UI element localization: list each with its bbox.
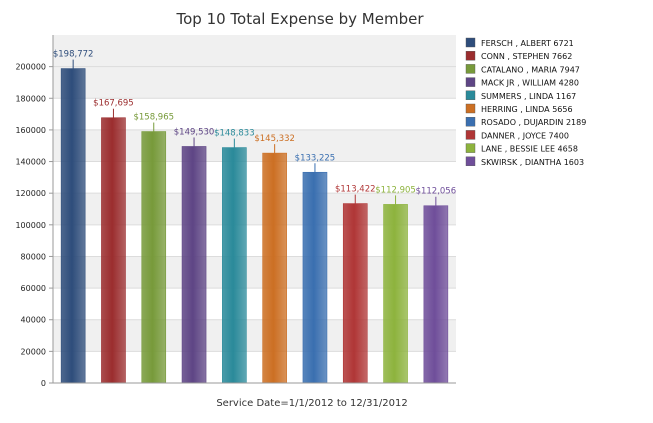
data-labels: $198,772 $167,695 $158,965$149,530 $148,833… bbox=[53, 50, 456, 206]
y-tick-label: 160000 bbox=[15, 126, 46, 135]
bar bbox=[262, 152, 287, 384]
legend-label: CATALANO , MARIA 7947 bbox=[481, 65, 580, 74]
data-label: $133,225 bbox=[295, 153, 336, 163]
bar bbox=[302, 171, 328, 384]
y-tick-label: 100000 bbox=[15, 221, 46, 230]
bar bbox=[383, 204, 408, 384]
bars bbox=[60, 68, 449, 384]
legend-label: SKWIRSK , DIANTHA 1603 bbox=[481, 158, 584, 167]
data-label: $112,905 bbox=[375, 185, 416, 195]
data-label: $145,332 bbox=[254, 134, 295, 144]
y-tick-label: 60000 bbox=[21, 284, 46, 293]
y-tick-label: 140000 bbox=[15, 158, 46, 167]
legend-swatch bbox=[465, 64, 476, 74]
legend: FERSCH , ALBERT 6721 CONN , STEPHEN 7662 C… bbox=[465, 37, 586, 167]
legend-swatch bbox=[465, 156, 476, 167]
bar bbox=[181, 146, 207, 384]
legend-label: LANE , BESSIE LEE 4658 bbox=[481, 145, 578, 154]
legend-label: CONN , STEPHEN 7662 bbox=[481, 52, 572, 61]
legend-label: MACK JR , WILLIAM 4280 bbox=[481, 79, 579, 88]
y-tick-label: 40000 bbox=[21, 316, 46, 325]
legend-swatch bbox=[465, 90, 476, 101]
legend-label: HERRING , LINDA 5656 bbox=[481, 105, 573, 114]
y-tick-label: 80000 bbox=[21, 252, 46, 261]
grid-band bbox=[53, 35, 456, 67]
grid-band bbox=[53, 66, 456, 99]
legend-swatch bbox=[465, 77, 476, 87]
bar bbox=[342, 203, 368, 384]
y-tick-label: 20000 bbox=[21, 347, 46, 356]
legend-swatch bbox=[465, 37, 476, 48]
y-tick-label: 120000 bbox=[15, 189, 46, 198]
y-tick-label: 0 bbox=[41, 379, 46, 388]
y-axis: 0 20000 40000 60000 80000 100000 120000 140000 1… bbox=[15, 63, 53, 388]
bar bbox=[60, 68, 86, 384]
bar bbox=[141, 131, 167, 384]
legend-label: FERSCH , ALBERT 6721 bbox=[481, 39, 574, 48]
y-tick-label: 180000 bbox=[15, 94, 46, 103]
data-label: $112,056 bbox=[416, 187, 457, 197]
legend-swatch bbox=[465, 103, 476, 114]
data-label: $167,695 bbox=[93, 99, 134, 109]
data-label: $148,833 bbox=[214, 129, 255, 139]
legend-label: DANNER , JOYCE 7400 bbox=[481, 131, 569, 140]
y-tick-label: 200000 bbox=[15, 63, 46, 72]
x-axis-title: Service Date=1/1/2012 to 12/31/2012 bbox=[216, 398, 407, 409]
data-label: $149,530 bbox=[174, 127, 215, 137]
legend-label: ROSADO , DUJARDIN 2189 bbox=[481, 118, 586, 127]
bar bbox=[101, 117, 126, 384]
bar bbox=[222, 147, 247, 384]
legend-swatch bbox=[465, 116, 476, 127]
data-label: $158,965 bbox=[133, 113, 174, 123]
legend-swatch bbox=[465, 143, 476, 153]
data-label: $113,422 bbox=[335, 185, 376, 195]
bar bbox=[423, 205, 449, 384]
data-label: $198,772 bbox=[53, 50, 94, 60]
legend-swatch bbox=[465, 130, 476, 140]
chart-title: Top 10 Total Expense by Member bbox=[175, 10, 424, 28]
legend-swatch bbox=[465, 51, 476, 61]
legend-label: SUMMERS , LINDA 1167 bbox=[481, 92, 576, 101]
